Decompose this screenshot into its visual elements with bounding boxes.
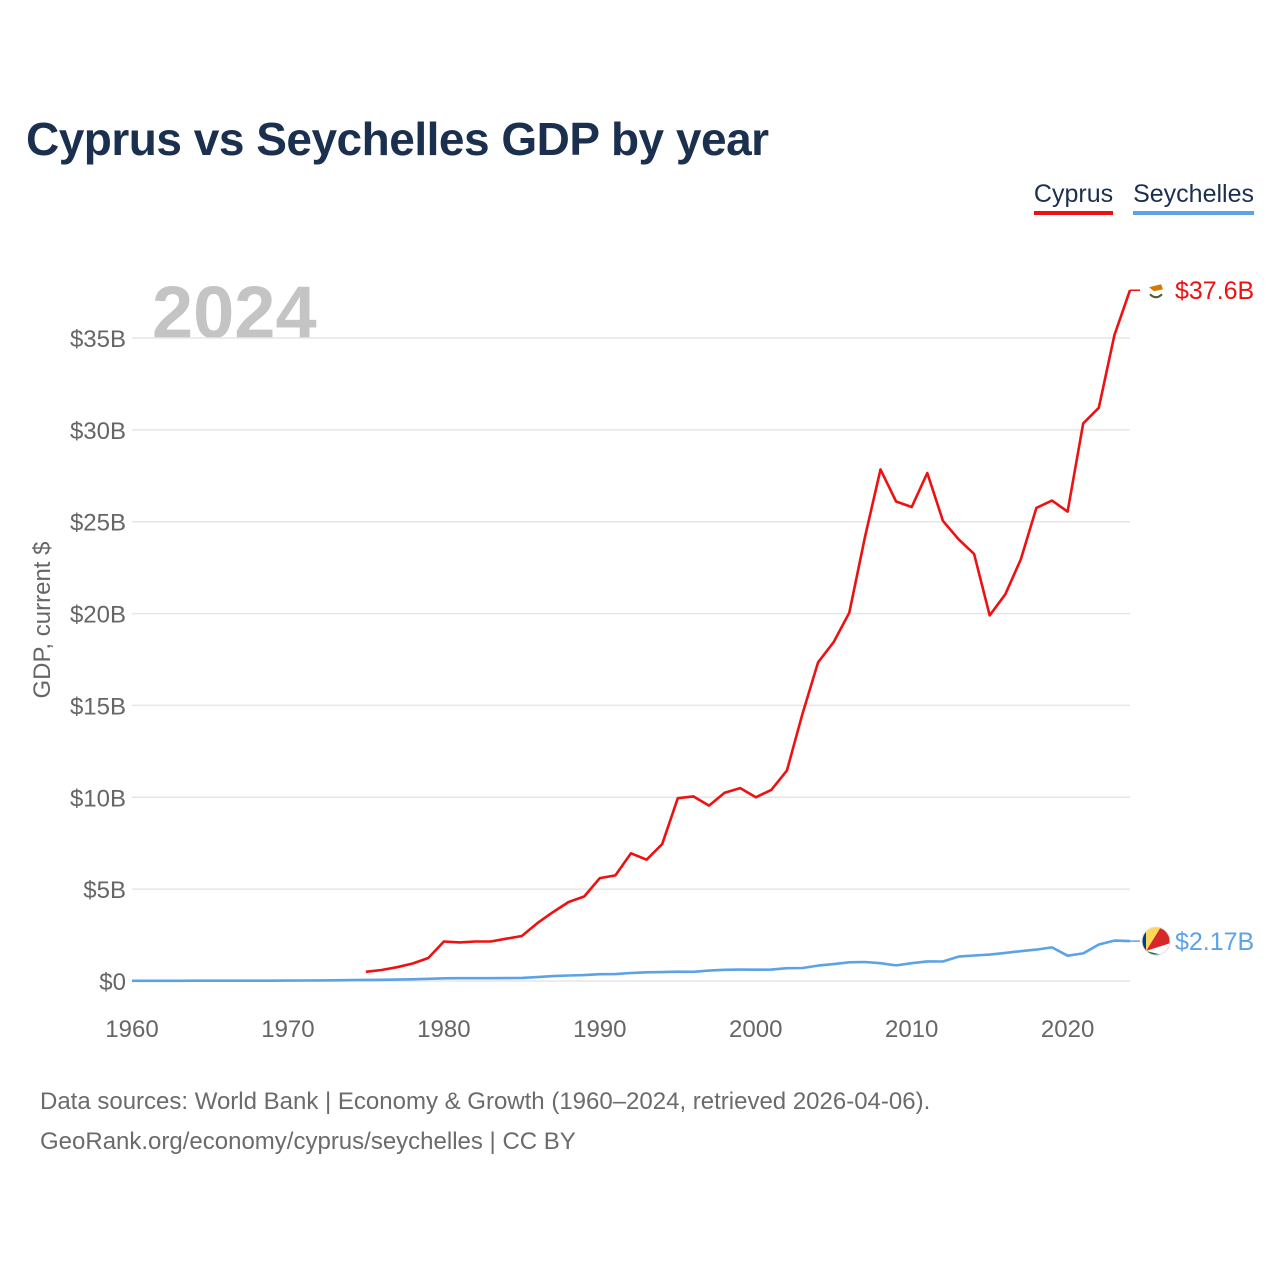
series-line-seychelles: [132, 939, 1131, 983]
seychelles-flag-stripe: [1146, 951, 1161, 956]
cyprus-olive-branches: [1149, 293, 1163, 299]
y-tick-label: $35B: [70, 326, 126, 353]
grid-lines: [132, 337, 1130, 982]
legend: Cyprus Seychelles: [1033, 180, 1254, 215]
y-tick-label: $5B: [83, 877, 126, 904]
seychelles-flag-icon: [1141, 926, 1171, 956]
x-tick-label: 1960: [105, 1016, 158, 1043]
seychelles-flag-stripe: [1146, 927, 1161, 952]
x-tick-label: 2010: [885, 1016, 938, 1043]
x-tick-label: 1980: [417, 1016, 470, 1043]
x-tick-label: 1990: [573, 1016, 626, 1043]
legend-item-seychelles[interactable]: Seychelles: [1133, 180, 1254, 215]
series-lines: [132, 289, 1132, 983]
cyprus-island-shape: [1149, 284, 1163, 292]
source-line-2: GeoRank.org/economy/cyprus/seychelles | …: [40, 1128, 576, 1155]
end-value-label-cyprus: $37.6B: [1175, 277, 1254, 305]
end-value-label-seychelles: $2.17B: [1175, 928, 1254, 956]
series-line-cyprus: [365, 289, 1132, 974]
y-tick-label: $10B: [70, 785, 126, 812]
y-tick-label: $25B: [70, 510, 126, 537]
source-line-1: Data sources: World Bank | Economy & Gro…: [40, 1088, 931, 1115]
y-tick-label: $20B: [70, 602, 126, 629]
seychelles-flag-stripe: [1146, 927, 1170, 952]
source-note: Data sources: World Bank | Economy & Gro…: [40, 1082, 930, 1162]
chart-title: Cyprus vs Seychelles GDP by year: [26, 113, 769, 165]
cyprus-flag-icon: [1144, 278, 1168, 303]
x-tick-label: 1970: [261, 1016, 314, 1043]
legend-item-cyprus[interactable]: Cyprus: [1033, 180, 1114, 215]
seychelles-flag-stripe: [1141, 931, 1147, 952]
y-tick-label: $30B: [70, 418, 126, 445]
y-axis-label: GDP, current $: [29, 542, 56, 699]
x-tick-label: 2020: [1041, 1016, 1094, 1043]
y-tick-label: $15B: [70, 693, 126, 720]
x-axis-ticks: 1960 1970 1980 1990 2000 2010 2020: [105, 1016, 1094, 1043]
year-watermark: 2024: [152, 271, 317, 354]
end-markers: $37.6B $2.17B: [1130, 277, 1254, 956]
y-tick-label: $0: [99, 969, 126, 996]
seychelles-flag-stripe: [1146, 943, 1170, 955]
x-tick-label: 2000: [729, 1016, 782, 1043]
y-axis-ticks: $0 $5B $10B $15B $20B $25B $30B $35B: [70, 326, 126, 996]
